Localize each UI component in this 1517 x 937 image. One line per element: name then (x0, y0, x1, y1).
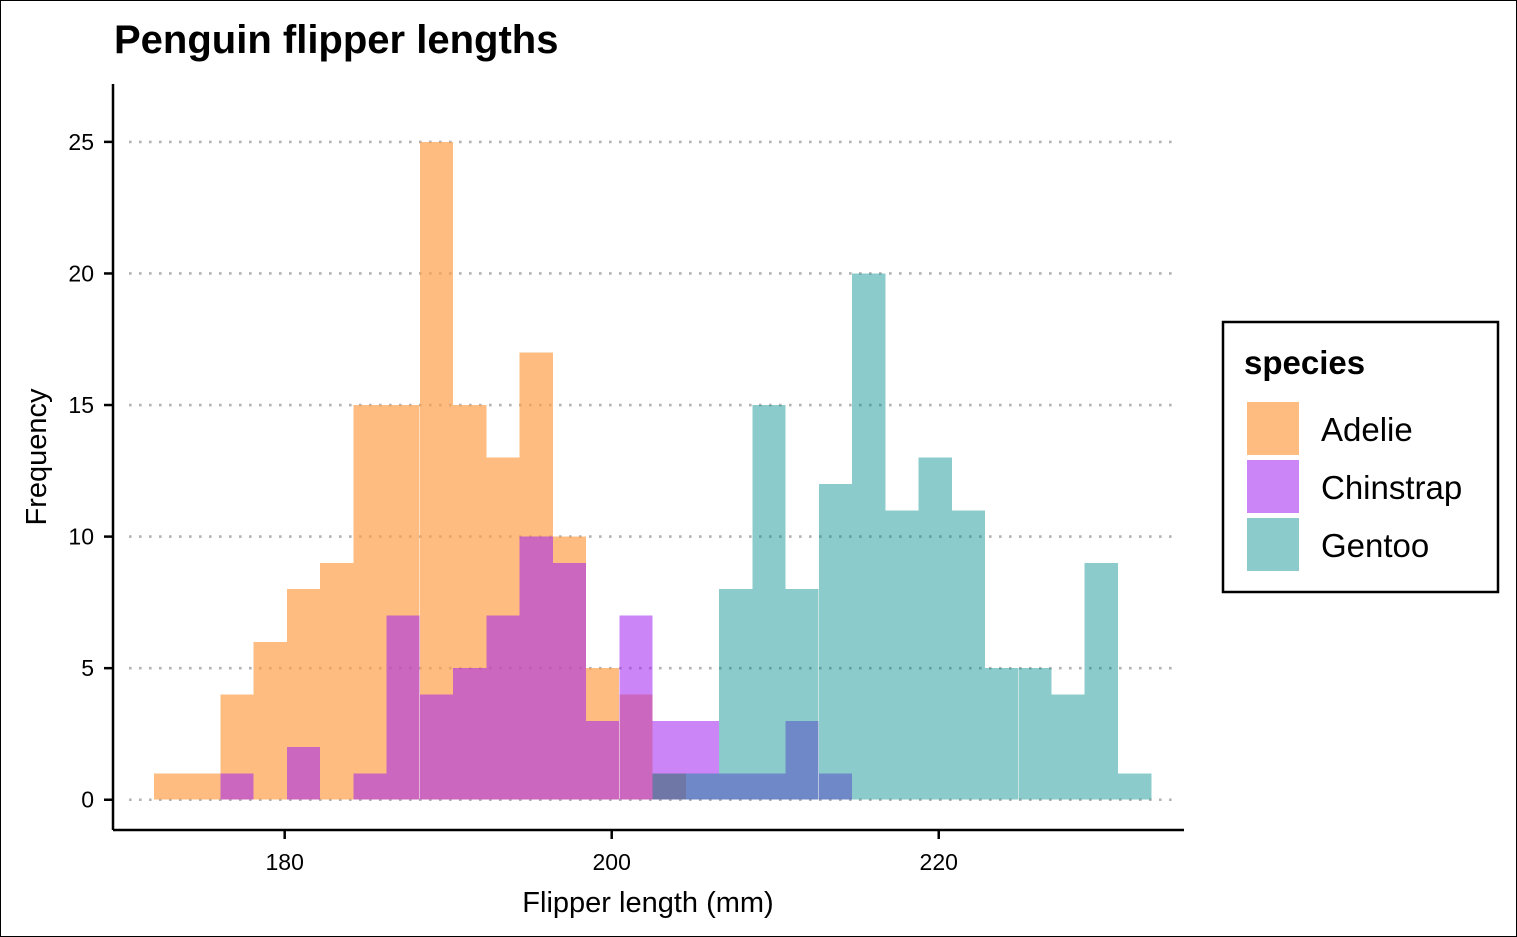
y-tick-label-5: 5 (81, 655, 94, 681)
bar-chinstrap-12 (552, 562, 587, 800)
bar-gentoo-21 (852, 273, 886, 800)
bar-gentoo-27 (1051, 694, 1085, 800)
bar-gentoo-23 (918, 457, 952, 800)
legend-swatch-chinstrap (1247, 460, 1299, 513)
bar-chinstrap-10 (486, 615, 520, 800)
histogram-bars (153, 141, 1152, 800)
chart-title: Penguin flipper lengths (114, 18, 558, 62)
bar-chinstrap-17 (719, 773, 753, 800)
legend-swatch-adelie (1247, 402, 1299, 455)
bar-chinstrap-14 (619, 615, 653, 800)
x-tick-label-220: 220 (920, 849, 958, 875)
bar-gentoo-19 (785, 589, 819, 800)
bar-gentoo-28 (1084, 562, 1118, 800)
legend-swatch-gentoo (1247, 518, 1299, 571)
grid-lines (129, 140, 1176, 802)
bar-chinstrap-4 (286, 747, 321, 800)
bar-adelie-0 (153, 773, 188, 800)
y-tick-label-20: 20 (68, 260, 94, 286)
x-tick-label-180: 180 (265, 849, 303, 875)
legend-items: Adelie Chinstrap Gentoo (1247, 402, 1462, 571)
legend-label-chinstrap: Chinstrap (1321, 469, 1462, 506)
bar-adelie-3 (253, 641, 287, 800)
legend: species Adelie Chinstrap Gentoo (1221, 320, 1500, 594)
bar-chinstrap-6 (353, 773, 387, 800)
bar-gentoo-17 (719, 589, 753, 800)
y-tick-label-10: 10 (68, 524, 94, 550)
bar-chinstrap-11 (519, 536, 553, 800)
bar-chinstrap-7 (386, 615, 420, 800)
bar-chinstrap-19 (785, 720, 819, 800)
bar-gentoo-18 (752, 405, 786, 800)
bar-adelie-1 (187, 773, 221, 800)
bar-gentoo-22 (885, 510, 919, 800)
legend-label-adelie: Adelie (1321, 411, 1413, 448)
x-axis-title: Flipper length (mm) (522, 887, 773, 919)
bar-gentoo-15 (652, 773, 686, 800)
legend-key-bg-gentoo (1247, 518, 1299, 571)
legend-title: species (1244, 344, 1365, 381)
bar-chinstrap-16 (685, 720, 719, 800)
bar-chinstrap-2 (220, 773, 254, 800)
y-axis-title: Frequency (21, 388, 53, 526)
bar-adelie-8 (419, 141, 454, 800)
bar-gentoo-25 (985, 668, 1019, 800)
bar-adelie-6 (353, 405, 387, 800)
legend-label-gentoo: Gentoo (1321, 527, 1429, 564)
y-tick-label-25: 25 (68, 129, 94, 155)
bar-gentoo-16 (685, 773, 719, 800)
bar-gentoo-20 (818, 483, 853, 800)
bar-chinstrap-9 (453, 668, 487, 800)
axis-ticks: 0 5 10 15 20 25 180 200 220 (68, 129, 958, 875)
bar-gentoo-26 (1018, 668, 1052, 800)
bar-gentoo-24 (951, 510, 986, 800)
axes (111, 84, 1184, 832)
bar-gentoo-29 (1118, 773, 1152, 800)
bar-chinstrap-8 (419, 694, 454, 800)
bar-chinstrap-13 (586, 720, 620, 800)
bar-adelie-5 (320, 562, 354, 800)
bar-chinstrap-20 (818, 773, 853, 800)
x-tick-label-200: 200 (593, 849, 631, 875)
y-tick-label-15: 15 (68, 392, 94, 418)
y-tick-label-0: 0 (81, 787, 94, 813)
bar-chinstrap-18 (752, 773, 786, 800)
bar-chinstrap-15 (652, 720, 686, 800)
